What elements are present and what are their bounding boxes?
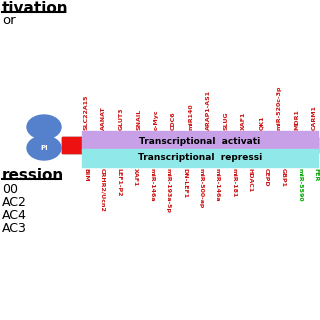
- Text: GBP1: GBP1: [281, 168, 286, 187]
- Text: XAF1: XAF1: [133, 168, 138, 186]
- Text: miR-146a: miR-146a: [149, 168, 154, 202]
- Text: XAF1: XAF1: [241, 112, 246, 130]
- Text: AC3: AC3: [2, 222, 27, 235]
- Text: SLC22A15: SLC22A15: [84, 94, 89, 130]
- Bar: [62, 137, 318, 153]
- Text: c-Myc: c-Myc: [154, 109, 159, 130]
- Bar: [62, 137, 82, 153]
- Text: tivation: tivation: [2, 1, 68, 16]
- Text: QK1: QK1: [259, 116, 264, 130]
- Text: AC4: AC4: [2, 209, 27, 222]
- Text: AC2: AC2: [2, 196, 27, 209]
- Text: PI: PI: [40, 145, 48, 151]
- Text: HDAC1: HDAC1: [248, 168, 253, 192]
- Text: SNAIL: SNAIL: [136, 109, 141, 130]
- Text: Transcriptional  repressi: Transcriptional repressi: [138, 154, 262, 163]
- Text: 00: 00: [2, 183, 18, 196]
- Text: LEF1-P2: LEF1-P2: [116, 168, 121, 196]
- Ellipse shape: [27, 136, 61, 160]
- Text: Transcriptional  activati: Transcriptional activati: [140, 137, 260, 146]
- Ellipse shape: [27, 115, 61, 139]
- Text: CEPD: CEPD: [264, 168, 269, 187]
- Text: MDR1: MDR1: [294, 109, 299, 130]
- Text: ression: ression: [2, 168, 64, 183]
- Text: miR-193a-5p: miR-193a-5p: [166, 168, 171, 213]
- Text: miR-520c-3p: miR-520c-3p: [276, 86, 281, 130]
- Bar: [82, 149, 318, 167]
- Text: GLUT3: GLUT3: [119, 108, 124, 130]
- Text: miR-500-ap: miR-500-ap: [198, 168, 204, 208]
- Text: miR-146a: miR-146a: [215, 168, 220, 202]
- Text: CDC6: CDC6: [171, 111, 176, 130]
- Bar: [82, 131, 318, 151]
- Text: FER: FER: [314, 168, 318, 181]
- Text: miR140: miR140: [189, 103, 194, 130]
- Text: CRHR2/Ucn2: CRHR2/Ucn2: [100, 168, 105, 212]
- Text: miR-181: miR-181: [231, 168, 236, 197]
- Text: CARM1: CARM1: [311, 105, 316, 130]
- Text: DN-LEF1: DN-LEF1: [182, 168, 187, 198]
- Text: or: or: [2, 14, 16, 27]
- Text: ARAP1-AS1: ARAP1-AS1: [206, 90, 211, 130]
- Text: AANAT: AANAT: [101, 106, 106, 130]
- Text: SLUG: SLUG: [224, 111, 229, 130]
- Text: miR-5590: miR-5590: [297, 168, 302, 202]
- Text: BIM: BIM: [84, 168, 89, 182]
